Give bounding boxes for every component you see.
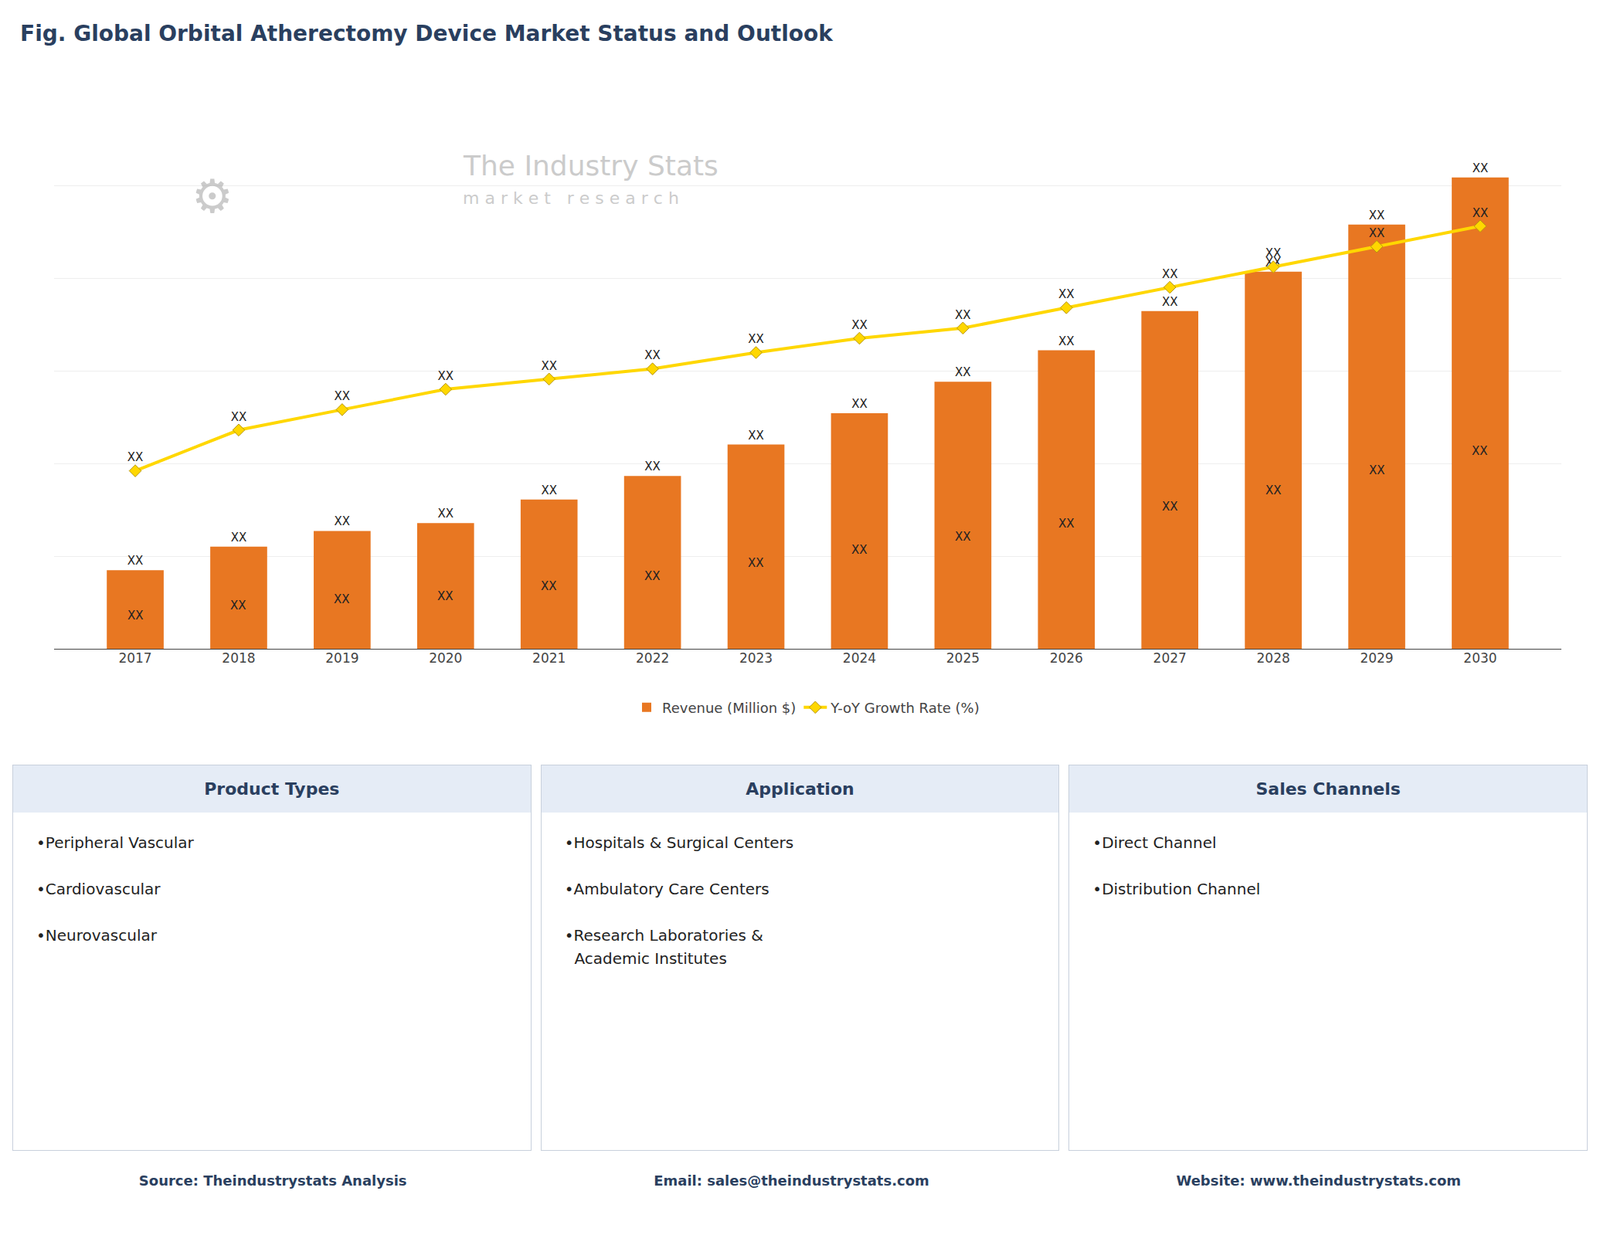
html-text:•Distribution Channel: •Distribution Channel	[1092, 879, 1261, 899]
svg-text:XX: XX	[954, 529, 972, 544]
svg-text:XX: XX	[747, 332, 765, 347]
svg-text:2025: 2025	[946, 650, 980, 666]
svg-text:XX: XX	[437, 589, 454, 604]
svg-text:XX: XX	[333, 592, 350, 607]
html-text:Sales Channels: Sales Channels	[1255, 779, 1401, 799]
svg-text:2029: 2029	[1359, 650, 1393, 666]
svg-text:2026: 2026	[1049, 650, 1084, 666]
svg-text:XX: XX	[540, 483, 558, 498]
svg-text:2019: 2019	[325, 650, 359, 666]
svg-text:XX: XX	[1058, 334, 1075, 349]
svg-text:XX: XX	[334, 514, 351, 529]
svg-text:2023: 2023	[739, 650, 773, 666]
svg-text:2018: 2018	[221, 650, 255, 666]
svg-text:XX: XX	[747, 428, 765, 443]
html-text:•Peripheral Vascular: •Peripheral Vascular	[36, 833, 194, 853]
svg-text:XX: XX	[540, 579, 558, 594]
svg-text:XX: XX	[334, 389, 351, 404]
html-text:•Direct Channel: •Direct Channel	[1092, 833, 1217, 853]
svg-text:XX: XX	[851, 318, 868, 333]
svg-text:XX: XX	[1369, 463, 1386, 478]
html-text:•Cardiovascular: •Cardiovascular	[36, 879, 161, 899]
svg-text:2022: 2022	[635, 650, 670, 666]
svg-text:XX: XX	[1369, 226, 1386, 241]
svg-text:The Industry Stats: The Industry Stats	[462, 149, 719, 182]
svg-text:Y-oY Growth Rate (%): Y-oY Growth Rate (%)	[829, 699, 979, 717]
svg-text:XX: XX	[851, 397, 868, 412]
html-text:Email: sales@theindustrystats.: Email: sales@theindustrystats.com	[653, 1172, 930, 1189]
svg-text:XX: XX	[438, 369, 455, 384]
svg-text:XX: XX	[230, 598, 247, 613]
svg-text:XX: XX	[1369, 208, 1386, 223]
svg-text:2021: 2021	[532, 650, 566, 666]
svg-text:XX: XX	[747, 556, 765, 571]
svg-text:XX: XX	[644, 348, 661, 363]
html-text:•Ambulatory Care Centers: •Ambulatory Care Centers	[564, 879, 770, 899]
svg-text:2017: 2017	[118, 650, 152, 666]
svg-text:XX: XX	[230, 410, 248, 425]
html-text:•Research Laboratories & Acade: •Research Laboratories & Academic Instit…	[564, 926, 764, 969]
svg-text:XX: XX	[1265, 246, 1282, 261]
svg-text:XX: XX	[127, 553, 144, 568]
svg-text:⚙: ⚙	[191, 169, 234, 224]
svg-text:XX: XX	[851, 543, 868, 558]
svg-text:XX: XX	[1265, 255, 1282, 270]
svg-text:2024: 2024	[842, 650, 877, 666]
svg-text:XX: XX	[954, 365, 972, 380]
svg-text:XX: XX	[1472, 161, 1489, 176]
svg-text:2028: 2028	[1256, 650, 1290, 666]
svg-text:XX: XX	[644, 569, 661, 584]
html-text:Application: Application	[745, 779, 855, 799]
svg-text:XX: XX	[1472, 206, 1489, 221]
html-text:•Hospitals & Surgical Centers: •Hospitals & Surgical Centers	[564, 833, 794, 853]
svg-text:Revenue (Million $): Revenue (Million $)	[662, 699, 796, 717]
html-text:Website: www.theindustrystats.: Website: www.theindustrystats.com	[1176, 1172, 1462, 1189]
svg-text:XX: XX	[127, 450, 144, 465]
svg-text:XX: XX	[230, 530, 248, 545]
svg-text:XX: XX	[1471, 444, 1488, 459]
svg-text:XX: XX	[1265, 483, 1282, 498]
svg-text:m a r k e t r e s e a r c h: m a r k e t r e s e a r c h	[462, 188, 680, 208]
svg-text:XX: XX	[954, 308, 972, 323]
svg-text:2027: 2027	[1153, 650, 1187, 666]
svg-text:XX: XX	[540, 359, 558, 374]
svg-text:XX: XX	[1161, 499, 1179, 514]
svg-text:XX: XX	[1058, 516, 1075, 531]
html-text:•Neurovascular: •Neurovascular	[36, 926, 157, 945]
svg-text:XX: XX	[1161, 267, 1179, 282]
svg-text:XX: XX	[127, 608, 144, 623]
svg-text:XX: XX	[1161, 295, 1179, 310]
svg-text:XX: XX	[438, 506, 455, 521]
svg-text:2030: 2030	[1463, 650, 1497, 666]
html-text:Fig. Global Orbital Atherectom: Fig. Global Orbital Atherectomy Device M…	[20, 20, 833, 47]
html-text:Product Types: Product Types	[204, 779, 340, 799]
svg-text:2020: 2020	[428, 650, 462, 666]
html-text:Source: Theindustrystats Analy: Source: Theindustrystats Analysis	[138, 1172, 407, 1189]
svg-text:XX: XX	[1058, 287, 1075, 302]
svg-text:XX: XX	[644, 459, 661, 474]
